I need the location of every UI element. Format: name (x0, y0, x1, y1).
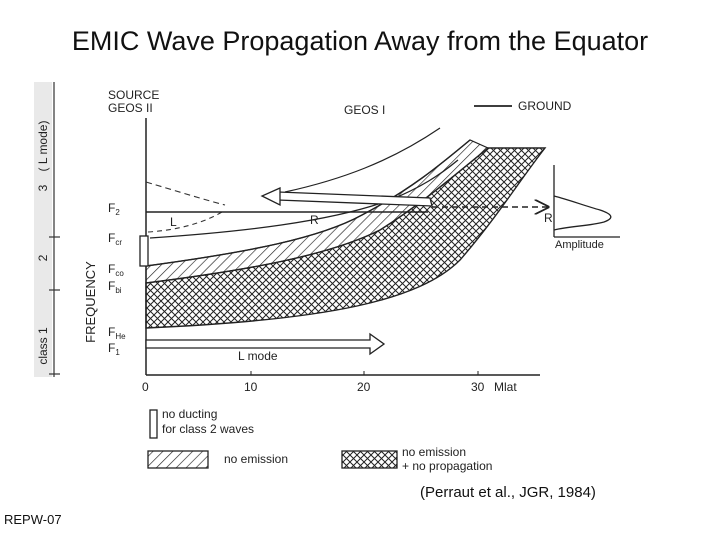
freq-label-f1: F1 (108, 341, 120, 357)
reflected-wave-arrowhead (260, 186, 281, 207)
left-axis-class1: class 1 (36, 327, 50, 365)
x-tick-label-0: 0 (142, 380, 149, 394)
legend-no-ducting-line2: for class 2 waves (162, 422, 254, 436)
legend-swatch-no-ducting (149, 409, 158, 439)
x-tick-label-30: 30 (471, 380, 485, 394)
frequency-axis-label: FREQUENCY (83, 261, 98, 343)
freq-label-fbi: Fbi (108, 279, 122, 295)
slide-title: EMIC Wave Propagation Away from the Equa… (71, 26, 649, 56)
legend-no-ducting-line1: no ducting (162, 407, 217, 421)
freq-label-fhe: FHe (108, 325, 126, 341)
geos2-label: GEOS II (108, 101, 153, 115)
ground-label: GROUND (518, 99, 572, 113)
source-label: SOURCE (108, 88, 159, 102)
x-axis-unit: Mlat (494, 380, 517, 394)
x-tick-label-10: 10 (244, 380, 258, 394)
dashed-source-curve (145, 181, 226, 206)
legend-no-emission-prop-line2: + no propagation (402, 459, 492, 473)
dashed-l-curve (147, 211, 223, 233)
left-axis-mode-label: ( L mode) (36, 121, 50, 172)
curve-label-l-mode: L mode (238, 349, 278, 363)
no-ducting-box (139, 235, 149, 267)
fco-curve (145, 139, 471, 267)
freq-label-fcr: Fcr (108, 231, 122, 247)
legend-swatch-hatch (147, 450, 209, 469)
left-axis-tick-2: 2 (36, 254, 50, 261)
legend-swatch-crosshatch (341, 450, 398, 469)
fcr-curve (149, 159, 459, 239)
amplitude-label: Amplitude (555, 239, 604, 251)
citation: (Perraut et al., JGR, 1984) (420, 484, 596, 501)
l-mode-arrow (145, 332, 386, 356)
x-tick-label-20: 20 (357, 380, 371, 394)
upper-curve (284, 127, 441, 193)
freq-label-f2: F2 (108, 201, 120, 217)
left-axis-strip (34, 82, 52, 377)
curve-label-l: L (170, 215, 177, 229)
amplitude-profile (553, 195, 612, 231)
curve-label-r-ground: R (544, 211, 553, 225)
legend-no-emission-prop-line1: no emission (402, 445, 466, 459)
left-axis-tick-3: 3 (36, 184, 50, 191)
geos1-label: GEOS I (344, 103, 385, 117)
curve-label-r: R (310, 213, 319, 227)
legend-no-emission: no emission (224, 452, 288, 466)
slide-code: REPW-07 (4, 512, 62, 527)
freq-label-fco: Fco (108, 262, 124, 278)
